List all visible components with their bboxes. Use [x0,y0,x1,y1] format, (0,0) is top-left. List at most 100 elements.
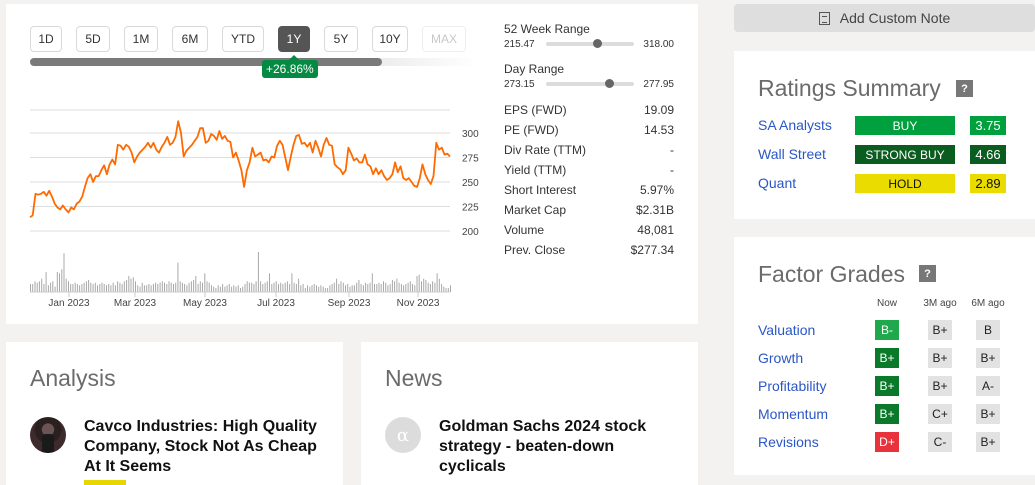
factor-grades-card: Factor Grades ? Now 3M ago 6M ago Valuat… [734,237,1035,475]
news-article[interactable]: α Goldman Sachs 2024 stock strategy - be… [385,417,679,477]
stat-label: Volume [504,223,545,237]
price-line [29,120,451,219]
day-high: 277.95 [643,78,674,90]
period-button-1d[interactable]: 1D [30,26,62,52]
stat-label: EPS (FWD) [504,103,567,117]
stat-row: Volume 48,081 [504,220,674,240]
stat-value: - [670,143,674,157]
period-button-5d[interactable]: 5D [76,26,110,52]
stat-label: Prev. Close [504,243,566,257]
rating-source-link[interactable]: Wall Street [758,146,826,162]
grade-now: B- [875,320,899,340]
stat-row: Yield (TTM) - [504,160,674,180]
factor-link[interactable]: Valuation [758,322,816,338]
grade-row-profitability: Profitability B+ B+ A- [758,376,1018,396]
article-rating-bar [84,480,126,485]
y-axis-tick: 225 [462,203,479,214]
grade-3m-ago: C+ [928,404,952,424]
rating-score: 2.89 [970,174,1006,193]
x-axis-tick: Jul 2023 [257,298,295,309]
period-button-5y[interactable]: 5Y [324,26,358,52]
news-card: News α Goldman Sachs 2024 stock strategy… [361,342,698,485]
stat-label: Yield (TTM) [504,163,567,177]
stat-value: $277.34 [630,243,674,257]
factor-grades-help-icon[interactable]: ? [919,265,936,282]
grade-3m-ago: B+ [928,376,952,396]
period-button-10y[interactable]: 10Y [372,26,408,52]
day-range-bar [546,79,634,88]
price-line-chart[interactable]: 300 275 250 225 200 Jan 2023 Mar 2023 May 2023 J… [6,100,486,310]
day-range-marker [605,79,615,88]
factor-grades-title: Factor Grades [758,261,905,287]
factor-link[interactable]: Profitability [758,378,827,394]
period-button-6m[interactable]: 6M [172,26,208,52]
grade-3m-ago: B+ [928,348,952,368]
stat-row: Short Interest 5.97% [504,180,674,200]
52-week-range: 52 Week Range 215.47 318.00 [504,22,674,50]
document-icon [818,11,830,25]
news-title: News [385,365,443,391]
stat-label: Short Interest [504,183,577,197]
ratings-help-icon[interactable]: ? [956,80,973,97]
x-axis-tick: Nov 2023 [397,298,440,309]
add-custom-note-label: Add Custom Note [839,10,951,26]
rating-source-link[interactable]: SA Analysts [758,117,832,133]
factor-link[interactable]: Momentum [758,406,829,422]
factor-link[interactable]: Growth [758,350,804,366]
key-stats-panel: 52 Week Range 215.47 318.00 Day Range 27… [504,22,674,260]
grade-row-revisions: Revisions D+ C- B+ [758,432,1018,452]
grade-row-growth: Growth B+ B+ B+ [758,348,1018,368]
day-low: 273.15 [504,78,535,90]
y-axis-tick: 250 [462,178,479,189]
period-button-1y[interactable]: 1Y [278,26,310,52]
analysis-card: Analysis Cavco Industries: High Quality … [6,342,343,485]
52-week-range-title: 52 Week Range [504,22,590,36]
stat-value: - [670,163,674,177]
period-button-1m[interactable]: 1M [124,26,158,52]
x-axis-tick: Jan 2023 [48,298,90,309]
grade-6m-ago: B [976,320,1000,340]
rating-badge: HOLD [855,174,955,193]
column-now: Now [876,298,897,309]
period-progress-track [30,58,480,66]
grade-now: B+ [875,404,899,424]
ratings-summary-title: Ratings Summary [758,75,941,101]
grade-6m-ago: B+ [976,432,1000,452]
factor-link[interactable]: Revisions [758,434,819,450]
grade-row-momentum: Momentum B+ C+ B+ [758,404,1018,424]
y-axis-tick: 275 [462,154,479,165]
period-button-max: MAX [422,26,466,52]
stat-value: 14.53 [643,123,674,137]
x-axis-tick: Sep 2023 [328,298,371,309]
stat-label: PE (FWD) [504,123,559,137]
grade-now: B+ [875,376,899,396]
analysis-article-title[interactable]: Cavco Industries: High Quality Company, … [84,418,317,475]
period-button-ytd[interactable]: YTD [222,26,264,52]
stat-row: PE (FWD) 14.53 [504,120,674,140]
rating-row-wall-street: Wall Street STRONG BUY 4.66 [758,145,1018,164]
day-range: Day Range 273.15 277.95 [504,62,674,90]
column-3m-ago: 3M ago [923,298,957,309]
52-week-range-marker [593,39,603,48]
y-axis-tick: 200 [462,227,479,238]
52-week-range-bar [546,39,634,48]
stat-value: 48,081 [637,223,674,237]
grade-6m-ago: B+ [976,404,1000,424]
news-article-title[interactable]: Goldman Sachs 2024 stock strategy - beat… [439,418,647,475]
y-axis-tick: 300 [462,129,479,140]
add-custom-note-button[interactable]: Add Custom Note [734,4,1035,32]
period-progress-fill [30,58,382,66]
ratings-summary-card: Ratings Summary ? SA Analysts BUY 3.75 Wall… [734,51,1035,219]
52-week-high: 318.00 [643,38,674,50]
column-6m-ago: 6M ago [971,298,1005,309]
alpha-icon: α [385,417,421,453]
rating-source-link[interactable]: Quant [758,175,797,191]
grade-now: D+ [875,432,899,452]
analysis-title: Analysis [30,365,116,391]
rating-badge: BUY [855,116,955,135]
day-range-title: Day Range [504,62,565,76]
analysis-article[interactable]: Cavco Industries: High Quality Company, … [30,417,324,477]
price-chart-card: 1D 5D 1M 6M YTD 1Y 5Y 10Y MAX +26.86% 300 275 250 2… [6,4,698,324]
x-axis-tick: May 2023 [183,298,227,309]
grade-row-valuation: Valuation B- B+ B [758,320,1018,340]
